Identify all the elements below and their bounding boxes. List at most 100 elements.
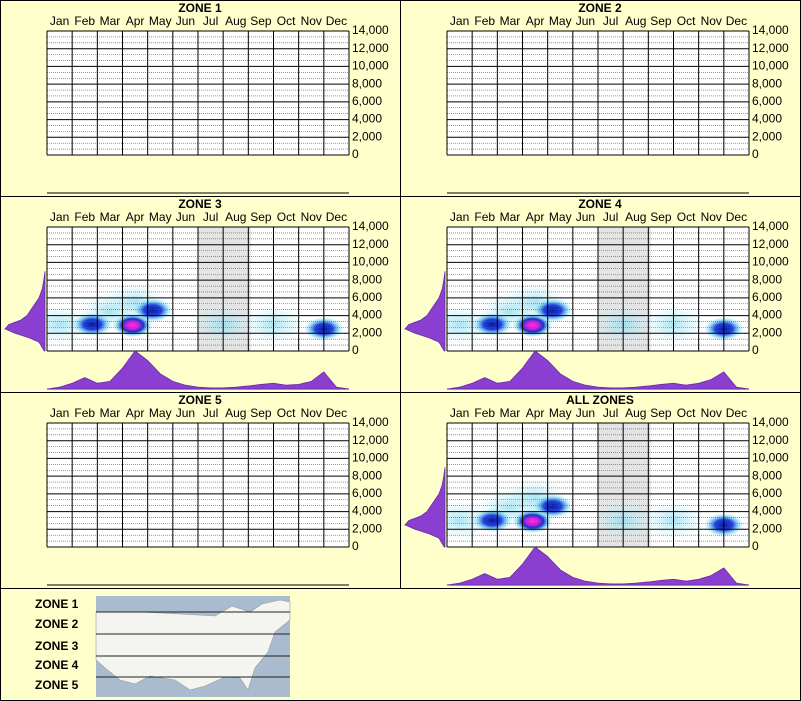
panel-title: ZONE 3 xyxy=(178,197,222,211)
zone-label: ZONE 1 xyxy=(35,597,79,611)
y-tick-label: 6,000 xyxy=(352,486,382,500)
y-tick-label: 0 xyxy=(352,539,359,553)
heat xyxy=(47,283,344,344)
y-tick-label: 2,000 xyxy=(352,129,382,143)
month-label: Aug xyxy=(625,210,646,224)
month-label: Sep xyxy=(250,210,272,224)
month-label: Nov xyxy=(301,14,322,28)
month-label: Jan xyxy=(450,406,469,420)
y-tick-label: 0 xyxy=(352,147,359,161)
hotspot xyxy=(532,494,573,519)
y-tick-label: 12,000 xyxy=(352,41,389,55)
y-tick-label: 6,000 xyxy=(352,94,382,108)
y-tick-label: 8,000 xyxy=(352,468,382,482)
y-tick-label: 4,000 xyxy=(352,112,382,126)
month-label: Dec xyxy=(326,14,347,28)
month-label: Aug xyxy=(625,406,646,420)
hotspot xyxy=(532,298,573,323)
y-tick-label: 10,000 xyxy=(352,451,389,465)
month-label: Sep xyxy=(250,14,272,28)
y-tick-label: 8,000 xyxy=(352,76,382,90)
month-label: Apr xyxy=(126,14,145,28)
zone-label: ZONE 2 xyxy=(35,617,79,631)
y-tick-label: 6,000 xyxy=(752,486,782,500)
month-label: Apr xyxy=(526,210,545,224)
panel: ZONE 5 0 2,000 4,000 6,000 8,000 10,000 12,000 1… xyxy=(46,393,389,586)
y-tick-label: 10,000 xyxy=(752,451,789,465)
zone-label: ZONE 3 xyxy=(35,639,79,653)
panel: ALL ZONES 0 2,000 4,000 6,000 8,000 10,000 12,0… xyxy=(404,393,789,586)
panel-title: ZONE 1 xyxy=(178,1,222,15)
month-label: Aug xyxy=(625,14,646,28)
month-label: Nov xyxy=(701,14,722,28)
month-label: Nov xyxy=(301,210,322,224)
month-label: Aug xyxy=(225,210,246,224)
y-tick-label: 10,000 xyxy=(752,59,789,73)
y-tick-label: 4,000 xyxy=(752,112,782,126)
zone-label: ZONE 4 xyxy=(35,658,79,672)
month-label: Jul xyxy=(603,14,618,28)
month-label: Dec xyxy=(726,406,747,420)
month-label: Jun xyxy=(176,406,195,420)
month-label: Sep xyxy=(650,14,672,28)
y-tick-label: 14,000 xyxy=(752,219,789,233)
hotspot xyxy=(472,508,513,533)
month-label: Jul xyxy=(203,210,218,224)
y-tick-label: 2,000 xyxy=(752,129,782,143)
y-tick-label: 2,000 xyxy=(352,325,382,339)
y-tick-label: 14,000 xyxy=(352,219,389,233)
month-label: Apr xyxy=(126,210,145,224)
hotspot xyxy=(132,298,173,323)
month-label: Dec xyxy=(726,14,747,28)
zone-map xyxy=(95,596,291,697)
month-label: Jan xyxy=(450,210,469,224)
y-tick-label: 0 xyxy=(352,343,359,357)
panel-title: ZONE 5 xyxy=(178,393,222,407)
elevation-density xyxy=(404,271,446,352)
y-tick-label: 14,000 xyxy=(752,23,789,37)
month-label: Jul xyxy=(603,210,618,224)
month-label: May xyxy=(149,406,172,420)
hotspot xyxy=(72,312,113,337)
y-tick-label: 12,000 xyxy=(752,41,789,55)
month-label: Mar xyxy=(500,406,521,420)
month-density xyxy=(46,350,350,390)
y-tick-label: 4,000 xyxy=(752,308,782,322)
month-label: Jul xyxy=(203,14,218,28)
month-label: Sep xyxy=(250,406,272,420)
y-tick-label: 4,000 xyxy=(352,504,382,518)
month-label: May xyxy=(549,406,572,420)
month-label: May xyxy=(149,14,172,28)
y-tick-label: 2,000 xyxy=(752,521,782,535)
month-label: Jul xyxy=(603,406,618,420)
month-label: Mar xyxy=(100,14,121,28)
month-label: Jun xyxy=(576,14,595,28)
y-tick-label: 6,000 xyxy=(752,94,782,108)
month-label: Jul xyxy=(203,406,218,420)
panel: ZONE 3 0 2,000 4,000 6,000 8,000 10,000 12,000 1… xyxy=(4,197,389,390)
month-label: May xyxy=(149,210,172,224)
month-label: Dec xyxy=(326,406,347,420)
panel: ZONE 4 0 2,000 4,000 6,000 8,000 10,000 12,000 1… xyxy=(404,197,789,390)
month-label: Jun xyxy=(576,406,595,420)
month-label: Oct xyxy=(677,210,696,224)
month-density xyxy=(446,350,750,390)
month-label: Feb xyxy=(74,406,95,420)
y-tick-label: 6,000 xyxy=(352,290,382,304)
y-tick-label: 14,000 xyxy=(352,415,389,429)
month-label: Nov xyxy=(701,406,722,420)
month-label: Mar xyxy=(100,406,121,420)
month-label: Sep xyxy=(650,406,672,420)
month-label: Oct xyxy=(277,14,296,28)
y-tick-label: 12,000 xyxy=(752,237,789,251)
y-tick-label: 10,000 xyxy=(752,255,789,269)
panel-title: ZONE 2 xyxy=(578,1,622,15)
month-label: Apr xyxy=(126,406,145,420)
y-tick-label: 12,000 xyxy=(752,433,789,447)
zone-label: ZONE 5 xyxy=(35,678,79,692)
month-label: May xyxy=(549,14,572,28)
hotspot xyxy=(472,312,513,337)
y-tick-label: 6,000 xyxy=(752,290,782,304)
y-tick-label: 10,000 xyxy=(352,255,389,269)
y-tick-label: 2,000 xyxy=(752,325,782,339)
